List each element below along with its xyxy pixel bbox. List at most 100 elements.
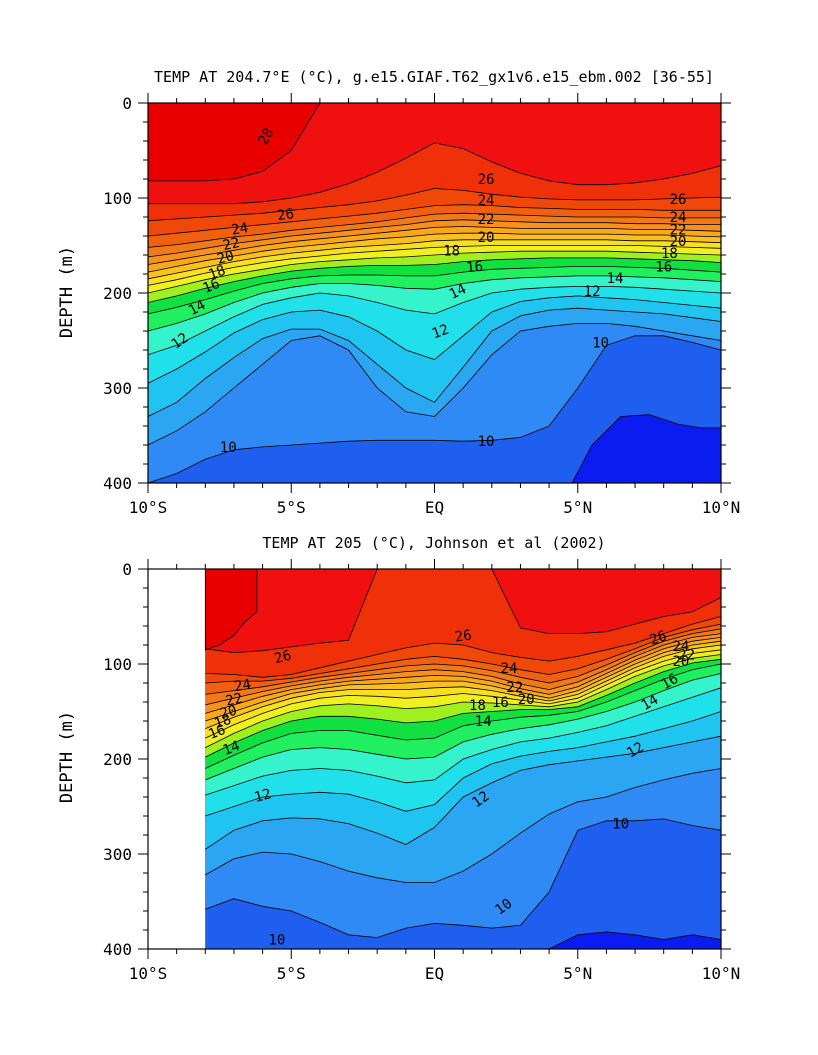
isotherm-28	[148, 103, 721, 182]
band-below-9	[572, 414, 721, 483]
contour-label: 16	[466, 259, 484, 276]
x-tick-label: 10°N	[702, 964, 741, 983]
contour-label: 24	[670, 210, 687, 226]
contour-label: 12	[584, 284, 601, 300]
contour-label: 24	[233, 677, 252, 696]
contour-label: 16	[206, 722, 228, 743]
contour-label: 22	[478, 212, 495, 228]
contour-label: 22	[224, 691, 244, 710]
x-tick-label: 10°S	[129, 498, 168, 517]
panel-obs-title: TEMP AT 205 (°C), Johnson et al (2002)	[262, 534, 605, 552]
contour-label: 10	[492, 896, 515, 919]
x-tick-label: EQ	[425, 498, 444, 517]
contour-label: 18	[661, 246, 678, 262]
isotherm-17	[148, 257, 721, 303]
contour-label: 10	[220, 440, 237, 456]
isotherm-12	[148, 307, 721, 417]
y-tick-label: 0	[122, 94, 132, 113]
y-tick-label: 200	[103, 750, 132, 769]
contour-label: 22	[678, 648, 695, 664]
isotherm-16	[148, 265, 721, 315]
contour-label: 12	[624, 739, 647, 761]
contour-label: 18	[206, 263, 227, 284]
x-tick-label: 5°N	[563, 964, 592, 983]
isotherm-13	[148, 295, 721, 384]
contour-label: 10	[592, 335, 609, 351]
contour-label: 20	[478, 230, 495, 246]
contour-label: 12	[253, 786, 273, 806]
contour-label: 26	[648, 628, 669, 649]
contour-label: 24	[501, 661, 518, 677]
isotherm-24	[148, 212, 721, 248]
y-tick-label: 100	[103, 189, 132, 208]
isotherm-15	[148, 275, 721, 332]
isotherm-9	[571, 414, 721, 483]
x-tick-label: EQ	[425, 964, 444, 983]
panel-obs-ylabel: DEPTH (m)	[57, 711, 77, 803]
contour-label: 10	[478, 434, 495, 450]
y-tick-label: 0	[122, 560, 132, 579]
contour-label: 12	[169, 330, 192, 353]
x-tick-label: 5°N	[563, 498, 592, 517]
isotherm-19	[148, 245, 721, 286]
contour-label: 20	[218, 703, 238, 723]
contour-label: 20	[670, 234, 687, 250]
contour-label: 18	[443, 243, 460, 259]
y-tick-label: 400	[103, 474, 132, 493]
isotherm-13	[205, 711, 721, 817]
isotherm-18	[148, 250, 721, 294]
contour-label: 20	[518, 692, 535, 708]
isotherm-10	[205, 818, 721, 939]
contour-label: 16	[655, 259, 672, 275]
panel-model-title: TEMP AT 204.7°E (°C), g.e15.GIAF.T62_gx1…	[154, 68, 714, 86]
contour-label: 10	[612, 817, 629, 833]
contour-label: 22	[506, 680, 523, 696]
contour-label: 28	[255, 125, 277, 148]
contour-label: 16	[201, 276, 223, 297]
isotherm-15	[205, 673, 721, 781]
x-tick-label: 10°N	[702, 498, 741, 517]
panel-obs: TEMP AT 205 (°C), Johnson et al (2002) D…	[57, 534, 740, 983]
isotherm-20	[148, 239, 721, 280]
temperature-field: 2826262422201816141210242220181614121026…	[148, 103, 721, 483]
y-tick-label: 100	[103, 655, 132, 674]
isotherm-26	[148, 188, 721, 222]
isotherm-26	[205, 616, 721, 678]
isotherm-23	[148, 219, 721, 258]
band-28	[148, 103, 721, 181]
y-tick-label: 400	[103, 940, 132, 959]
isotherm-25	[148, 204, 721, 237]
contour-label: 24	[672, 639, 689, 655]
contour-label: 24	[230, 220, 249, 239]
isotherm-11	[205, 768, 721, 883]
isotherm-9	[205, 931, 721, 949]
contour-label: 26	[670, 192, 687, 208]
isotherm-22	[205, 637, 721, 714]
panel-model: TEMP AT 204.7°E (°C), g.e15.GIAF.T62_gx1…	[57, 68, 740, 517]
y-tick-label: 300	[103, 379, 132, 398]
y-tick-label: 200	[103, 284, 132, 303]
isotherm-23	[205, 633, 721, 706]
panel-model-plot: 2826262422201816141210242220181614121026…	[103, 93, 740, 517]
contour-label: 26	[454, 627, 473, 645]
contour-label: 24	[478, 193, 495, 209]
x-tick-label: 10°S	[129, 964, 168, 983]
panel-model-ylabel: DEPTH (m)	[57, 246, 77, 338]
isotherm-14	[148, 285, 721, 356]
contour-label: 14	[447, 281, 469, 303]
contour-label: 26	[478, 172, 495, 188]
contour-label: 26	[273, 647, 293, 667]
isotherm-14	[205, 687, 721, 796]
isotherm-27	[148, 142, 721, 205]
contour-label: 14	[186, 297, 208, 319]
contour-label: 14	[475, 714, 492, 730]
isotherm-18	[205, 654, 721, 748]
isotherm-16	[205, 663, 721, 769]
isotherm-22	[148, 226, 721, 265]
isotherm-20	[205, 644, 721, 729]
y-tick-label: 300	[103, 845, 132, 864]
isotherm-10	[148, 335, 721, 483]
